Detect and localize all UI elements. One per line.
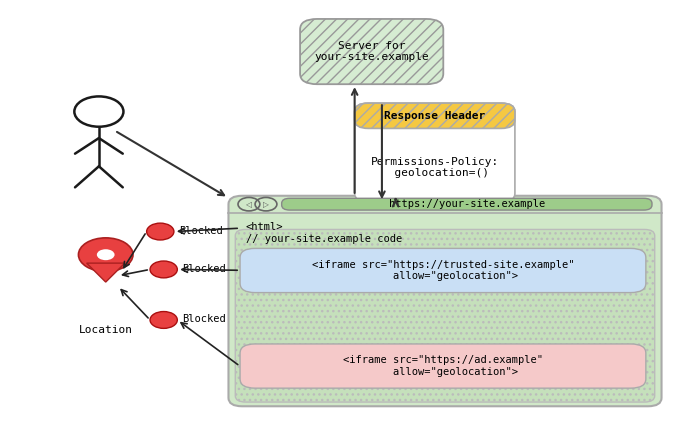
Circle shape — [150, 312, 177, 328]
FancyBboxPatch shape — [235, 229, 655, 402]
Text: https://your-site.example: https://your-site.example — [389, 199, 545, 209]
Circle shape — [97, 249, 115, 260]
Text: <html>
// your-site.example code: <html> // your-site.example code — [246, 222, 402, 244]
FancyBboxPatch shape — [228, 196, 662, 406]
FancyBboxPatch shape — [300, 19, 443, 84]
FancyBboxPatch shape — [355, 103, 515, 202]
Text: Blocked: Blocked — [182, 264, 226, 274]
Text: <iframe src="https://trusted-site.example"
    allow="geolocation">: <iframe src="https://trusted-site.exampl… — [312, 260, 574, 281]
FancyBboxPatch shape — [355, 103, 515, 128]
Text: Location: Location — [78, 325, 133, 336]
FancyBboxPatch shape — [282, 198, 652, 210]
Circle shape — [150, 261, 177, 278]
Text: ◁: ◁ — [246, 200, 252, 209]
Text: Blocked: Blocked — [179, 226, 222, 236]
Text: Blocked: Blocked — [182, 314, 226, 324]
Polygon shape — [87, 263, 125, 282]
Text: Response Header: Response Header — [384, 111, 486, 121]
FancyBboxPatch shape — [240, 248, 646, 293]
Text: <iframe src="https://ad.example"
    allow="geolocation">: <iframe src="https://ad.example" allow="… — [343, 355, 543, 377]
Text: ▷: ▷ — [263, 200, 269, 209]
Text: Server for
your-site.example: Server for your-site.example — [314, 41, 429, 62]
Text: Permissions-Policy:
  geolocation=(): Permissions-Policy: geolocation=() — [370, 157, 499, 178]
Circle shape — [78, 238, 133, 272]
Circle shape — [147, 223, 174, 240]
FancyBboxPatch shape — [240, 344, 646, 388]
